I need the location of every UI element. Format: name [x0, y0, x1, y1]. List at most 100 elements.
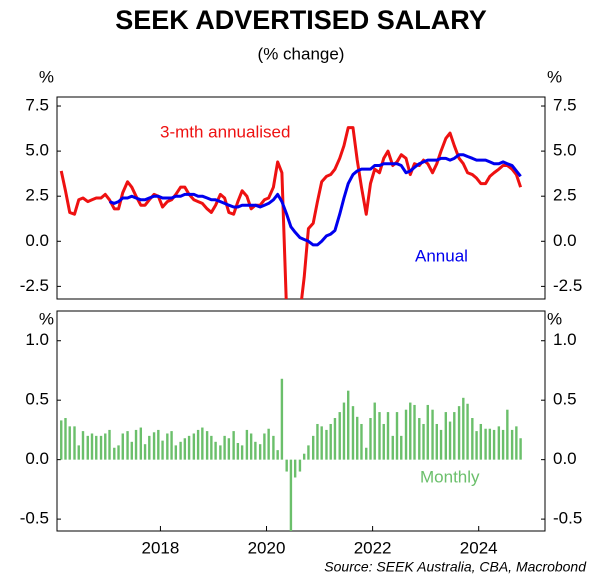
bar	[99, 435, 103, 460]
bar	[210, 435, 213, 460]
bar	[68, 426, 71, 460]
bar	[316, 423, 319, 460]
bar	[232, 431, 235, 460]
source: Source: SEEK Australia, CBA, Macrobond	[324, 559, 587, 575]
bar	[320, 426, 323, 460]
bar	[418, 418, 421, 460]
bar	[276, 450, 279, 460]
y-unit-label: %	[547, 67, 562, 86]
bar	[373, 402, 376, 460]
bar	[378, 412, 381, 460]
bar	[205, 431, 209, 460]
y-tick-label: 0.0	[25, 231, 49, 250]
y-tick-label: -0.5	[553, 509, 582, 528]
bar	[139, 427, 143, 460]
bar	[312, 435, 315, 460]
y-tick-label: 7.5	[25, 96, 49, 115]
bar	[382, 423, 385, 460]
bar	[422, 423, 425, 460]
bar	[223, 435, 226, 460]
bar	[240, 445, 244, 460]
bar	[263, 433, 266, 460]
plot-frame	[56, 310, 546, 532]
bar	[201, 427, 204, 460]
bar	[219, 445, 222, 460]
y-tick-label: 5.0	[553, 141, 577, 160]
bar	[86, 435, 89, 460]
bar	[501, 429, 505, 460]
bar	[400, 435, 403, 460]
bar	[466, 403, 469, 460]
bar	[280, 378, 284, 460]
bar	[475, 431, 478, 460]
bar	[492, 429, 496, 460]
y-tick-label: 7.5	[553, 96, 577, 115]
bar	[448, 421, 452, 460]
bar	[413, 404, 416, 460]
bar	[196, 429, 200, 460]
bar	[329, 423, 332, 460]
bar	[267, 428, 270, 460]
bar	[187, 435, 191, 460]
bar	[285, 459, 288, 472]
bar	[497, 426, 501, 460]
chart-title: SEEK ADVERTISED SALARY	[115, 5, 487, 35]
bar	[289, 459, 293, 531]
bar	[179, 441, 182, 460]
bar	[227, 438, 231, 460]
bar	[126, 431, 129, 460]
series-label: Annual	[415, 246, 468, 265]
bar	[360, 423, 363, 460]
bar	[157, 429, 160, 460]
bar	[272, 435, 275, 460]
bar	[183, 438, 187, 460]
bar	[170, 431, 173, 460]
bar	[293, 459, 297, 478]
x-tick-label: 2018	[142, 538, 180, 557]
bar	[81, 431, 85, 460]
bar	[192, 433, 196, 460]
bar	[444, 412, 448, 460]
bar	[409, 402, 412, 460]
bar	[369, 418, 372, 460]
bar	[245, 429, 249, 460]
bar	[117, 445, 120, 460]
y-tick-label: 1.0	[553, 330, 577, 349]
bar	[258, 444, 262, 460]
bar	[161, 440, 164, 460]
bar	[471, 418, 474, 460]
bar	[113, 447, 116, 460]
bar	[166, 433, 169, 460]
bar	[356, 416, 359, 460]
bar	[439, 429, 443, 460]
bar	[60, 420, 63, 460]
bar	[338, 412, 341, 460]
y-tick-label: -2.5	[553, 276, 582, 295]
series-label: Monthly	[420, 467, 480, 486]
bar	[95, 435, 98, 460]
line-series	[108, 153, 522, 247]
bar	[302, 453, 306, 460]
bar	[510, 429, 514, 460]
bar	[484, 428, 487, 460]
bar	[73, 426, 76, 460]
bar	[64, 418, 67, 460]
bar	[152, 432, 156, 460]
chart-subtitle: (% change)	[258, 44, 345, 63]
bar	[431, 409, 434, 460]
y-tick-label: 2.5	[25, 186, 49, 205]
bar	[77, 445, 80, 460]
bar	[298, 459, 302, 472]
bar	[347, 390, 350, 460]
bar	[462, 397, 465, 460]
bar	[148, 435, 151, 460]
bar	[479, 423, 483, 460]
y-tick-label: 0.0	[553, 449, 577, 468]
y-tick-label: -2.5	[20, 276, 49, 295]
bar	[325, 429, 328, 460]
bar	[121, 433, 124, 460]
y-tick-label: 0.0	[25, 449, 49, 468]
bar	[435, 423, 438, 460]
bar	[365, 447, 368, 460]
bar	[488, 428, 492, 460]
